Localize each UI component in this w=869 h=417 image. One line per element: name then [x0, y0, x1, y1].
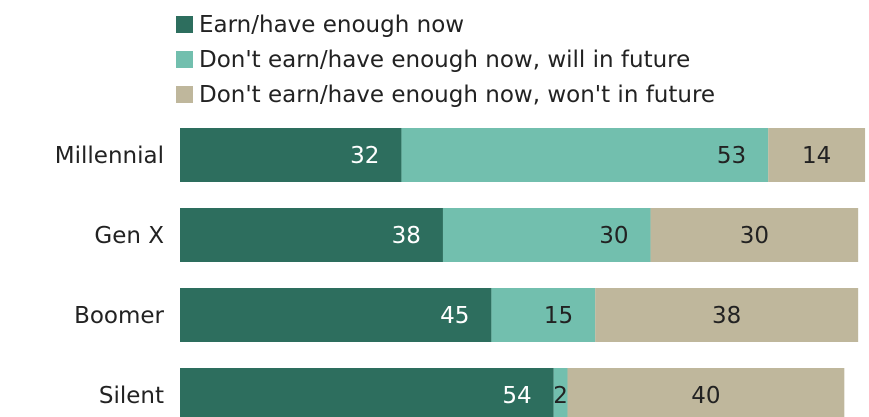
bar-millennial-series-2: [401, 128, 769, 182]
legend-swatch-1: [176, 16, 193, 33]
bar-gen-x-series-1: [180, 208, 443, 262]
legend-label-2: Don't earn/have enough now, will in futu…: [199, 47, 690, 73]
data-label-boomer-series-1: 45: [440, 303, 469, 329]
bar-millennial-series-1: [180, 128, 402, 182]
bar-boomer-series-2: [491, 288, 596, 342]
bar-silent-series-3: [567, 368, 845, 417]
legend: Earn/have enough now Don't earn/have enou…: [176, 12, 715, 108]
data-label-gen-x-series-1: 38: [392, 223, 421, 249]
bars: [180, 128, 866, 417]
data-label-silent-series-2: 2: [553, 383, 568, 409]
data-label-gen-x-series-2: 30: [599, 223, 628, 249]
legend-label-3: Don't earn/have enough now, won't in fut…: [199, 82, 715, 108]
bar-boomer-series-1: [180, 288, 492, 342]
bar-millennial-series-3: [768, 128, 866, 182]
data-label-boomer-series-3: 38: [712, 303, 741, 329]
bar-silent-series-2: [553, 368, 568, 417]
data-label-millennial-series-2: 53: [717, 143, 746, 169]
bar-gen-x-series-3: [650, 208, 859, 262]
category-labels: Millennial Gen X Boomer Silent: [55, 143, 165, 409]
data-label-silent-series-3: 40: [691, 383, 720, 409]
category-label-gen-x: Gen X: [94, 223, 164, 249]
bar-boomer-series-3: [595, 288, 859, 342]
data-label-silent-series-1: 54: [502, 383, 531, 409]
data-label-millennial-series-1: 32: [350, 143, 379, 169]
legend-label-1: Earn/have enough now: [199, 12, 464, 38]
data-labels: 32 53 14 38 30 30 45 15 38 54 2 40: [350, 143, 831, 409]
category-label-boomer: Boomer: [74, 303, 164, 329]
category-label-millennial: Millennial: [55, 143, 164, 169]
legend-swatch-2: [176, 51, 193, 68]
data-label-millennial-series-3: 14: [802, 143, 831, 169]
category-label-silent: Silent: [99, 383, 164, 409]
data-label-boomer-series-2: 15: [544, 303, 573, 329]
data-label-gen-x-series-3: 30: [740, 223, 769, 249]
bar-gen-x-series-2: [442, 208, 651, 262]
legend-swatch-3: [176, 86, 193, 103]
bar-silent-series-1: [180, 368, 554, 417]
